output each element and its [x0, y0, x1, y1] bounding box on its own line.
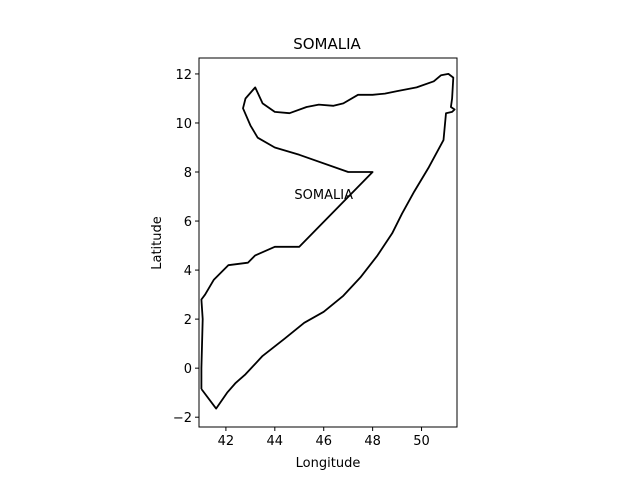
y-tick-label: 4	[184, 264, 192, 279]
x-tick-label: 44	[267, 434, 284, 449]
plot-frame	[198, 57, 458, 428]
chart-title: SOMALIA	[293, 35, 361, 53]
x-tick-label: 48	[364, 434, 381, 449]
x-tick-label: 46	[315, 434, 332, 449]
y-tick-label: 6	[184, 215, 192, 230]
y-tick-label: 0	[184, 362, 192, 377]
x-axis: 42 44 46 48 50	[218, 427, 430, 449]
y-tick-label: 10	[175, 117, 192, 132]
y-tick-label: 8	[184, 166, 192, 181]
x-axis-label: Longitude	[296, 456, 361, 471]
somalia-boundary	[200, 73, 456, 410]
x-tick-label: 50	[413, 434, 430, 449]
y-axis-label: Latitude	[150, 216, 165, 270]
y-tick-label: 12	[175, 68, 192, 83]
y-axis: −2 0 2 4 6 8 10 12	[173, 68, 199, 426]
y-tick-label: 2	[184, 313, 192, 328]
country-annotation: SOMALIA	[294, 188, 353, 203]
x-tick-label: 42	[218, 434, 235, 449]
y-tick-label: −2	[173, 411, 192, 426]
